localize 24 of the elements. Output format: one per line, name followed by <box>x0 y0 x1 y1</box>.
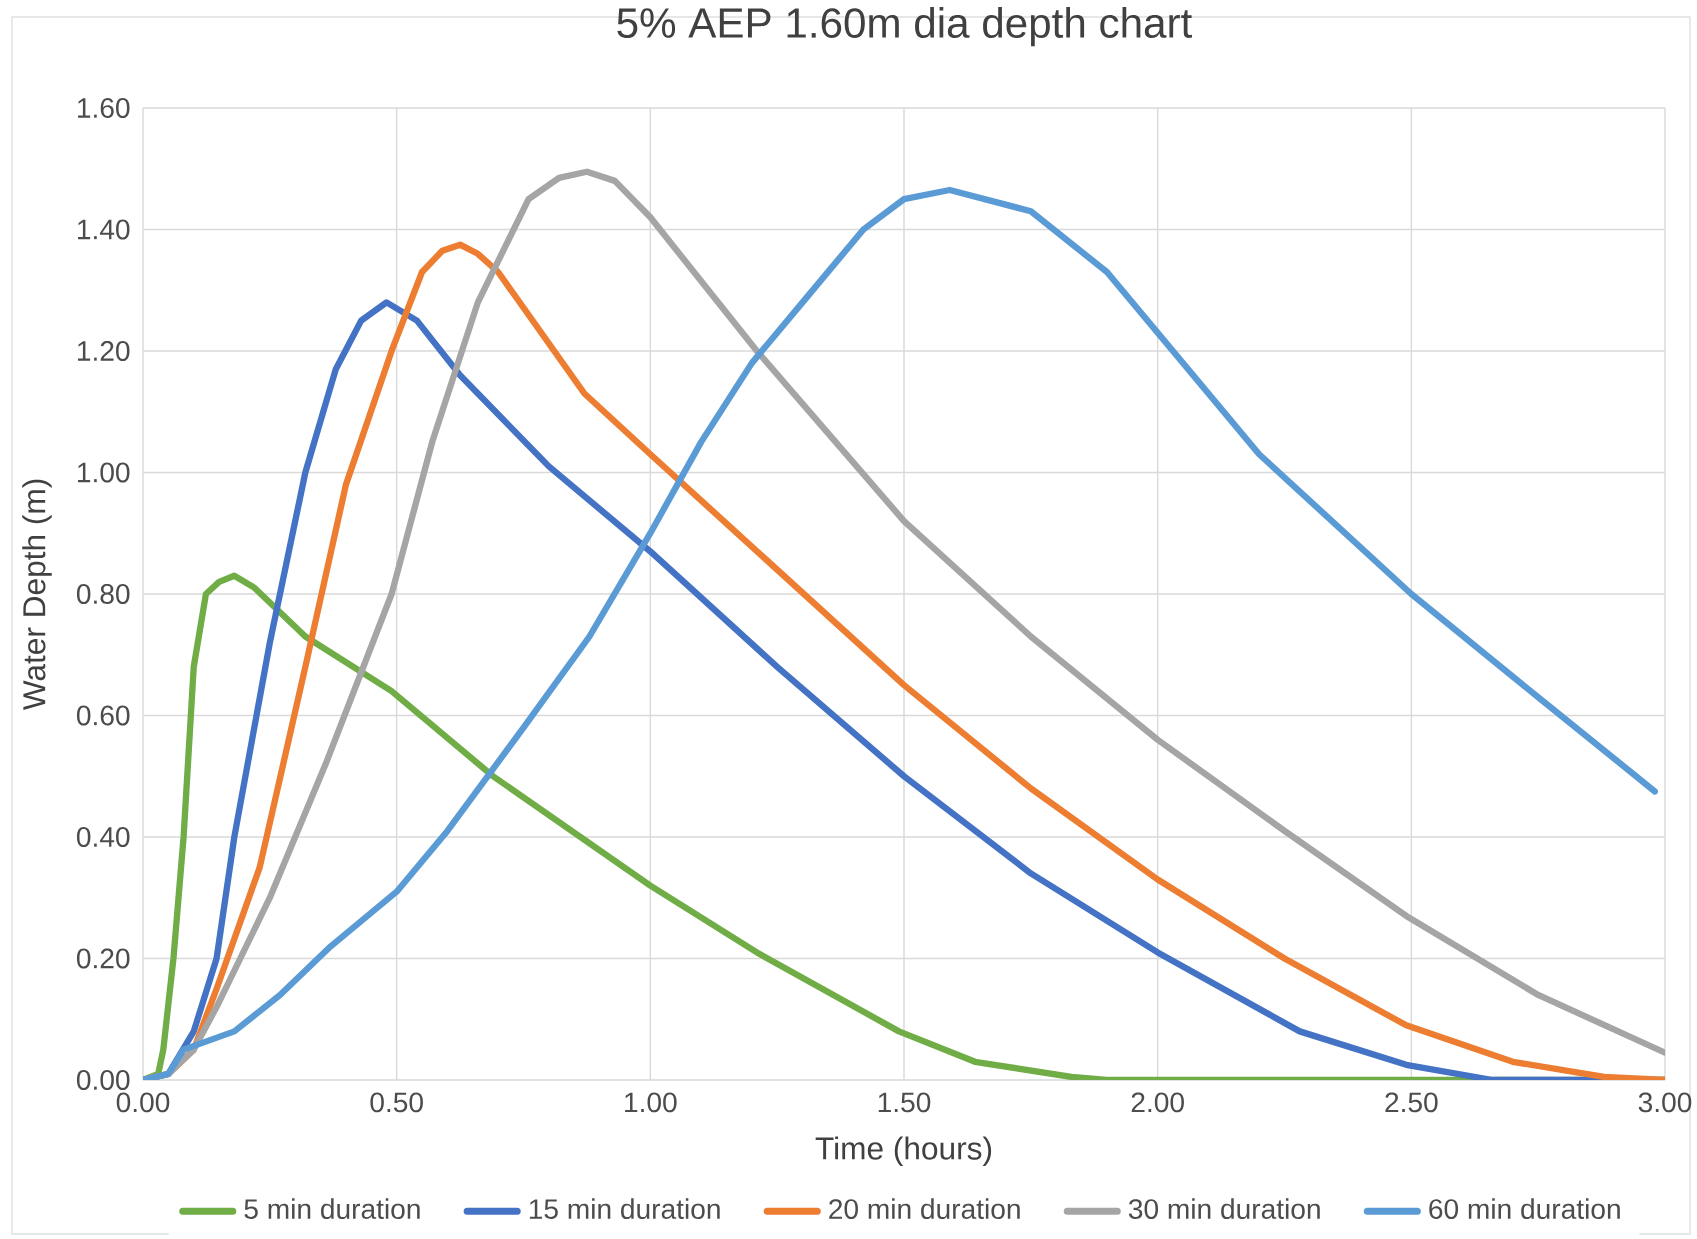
y-tick-label: 1.00 <box>78 462 130 483</box>
y-tick-label: 1.60 <box>78 98 130 118</box>
x-tick-label: 2.00 <box>1131 1092 1184 1113</box>
y-tick-label: 1.20 <box>78 341 130 361</box>
x-tick-label: 2.50 <box>1385 1092 1438 1113</box>
legend-label: 20 min duration <box>829 1198 1020 1220</box>
y-tick-label: 1.40 <box>78 219 130 240</box>
y-tick-label: 0.60 <box>76 705 130 726</box>
x-tick-label: 1.00 <box>625 1092 677 1113</box>
y-tick-label: 0.00 <box>76 1070 130 1090</box>
legend-label: 5 min duration <box>244 1198 420 1220</box>
legend-label: 30 min duration <box>1128 1198 1320 1220</box>
y-tick-label: 0.40 <box>76 827 130 847</box>
x-tick-label: 1.50 <box>878 1092 931 1113</box>
y-tick-label: 0.20 <box>76 948 130 969</box>
x-tick-label: 0.50 <box>370 1092 423 1113</box>
x-tick-label: 0.00 <box>116 1092 170 1113</box>
y-axis-title: Water Depth (m) <box>22 479 52 711</box>
x-tick-label: 3.00 <box>1638 1092 1692 1113</box>
legend-label: 60 min duration <box>1429 1198 1620 1220</box>
legend-label: 15 min duration <box>529 1198 720 1220</box>
y-tick-label: 0.80 <box>76 584 130 604</box>
chart-title: 5% AEP 1.60m dia depth chart <box>617 7 1192 47</box>
x-axis-title: Time (hours) <box>815 1136 992 1166</box>
